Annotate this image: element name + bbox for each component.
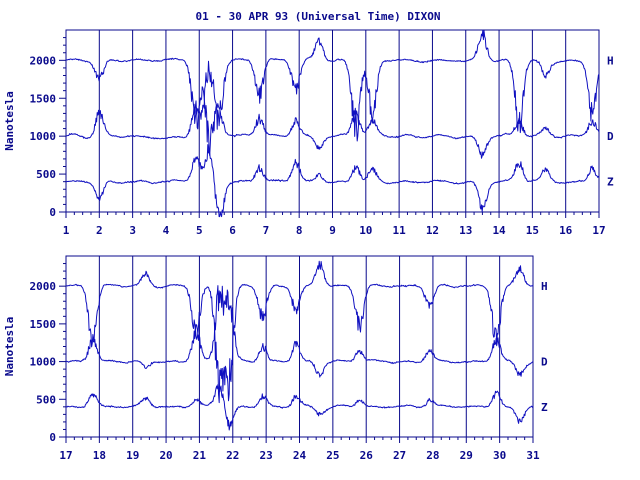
y-axis-label: Nanotesla	[3, 91, 16, 151]
x-tick-label: 31	[526, 449, 540, 462]
series-line-d	[65, 60, 600, 159]
series-label-d: D	[607, 130, 614, 143]
y-tick-label: 1000	[30, 356, 57, 369]
y-tick-label: 0	[49, 206, 56, 219]
x-tick-label: 3	[129, 224, 136, 237]
x-tick-label: 16	[559, 224, 573, 237]
panel-bottom: 17 18 19 20 21 22 23 24 25 26 27 28 29 30 31 0 500 1000 15…	[3, 255, 548, 462]
y-tick-label: 0	[49, 431, 56, 444]
x-tick-label: 30	[493, 449, 506, 462]
x-tick-label: 20	[159, 449, 172, 462]
series-line-z	[65, 384, 534, 431]
x-tick-label: 29	[460, 449, 473, 462]
series-label-z: Z	[541, 401, 548, 414]
x-tick-label: 17	[59, 449, 72, 462]
x-tick-label: 1	[63, 224, 70, 237]
chart-title: 01 - 30 APR 93 (Universal Time) DIXON	[195, 10, 440, 23]
x-tick-label: 19	[126, 449, 139, 462]
y-tick-label: 2000	[30, 54, 57, 67]
x-tick-label: 28	[426, 449, 439, 462]
y-tick-label: 500	[36, 393, 56, 406]
panel-top: 1 2 3 4 5 6 7 8 9 10 11 12 13 14 15 16 17050010001500200…	[3, 29, 614, 237]
y-tick-label: 2000	[30, 280, 57, 293]
y-tick-label: 500	[36, 168, 56, 181]
x-tick-label: 21	[193, 449, 207, 462]
series-line-d	[65, 285, 534, 378]
x-tick-label: 24	[293, 449, 307, 462]
x-tick-label: 10	[359, 224, 372, 237]
series-line-z	[65, 144, 600, 218]
x-tick-label: 22	[226, 449, 239, 462]
x-tick-label: 17	[592, 224, 605, 237]
x-tick-label: 14	[492, 224, 506, 237]
y-tick-label: 1500	[30, 318, 57, 331]
x-tick-label: 6	[229, 224, 236, 237]
series-label-d: D	[541, 356, 548, 369]
x-tick-label: 2	[96, 224, 103, 237]
x-tick-label: 23	[260, 449, 273, 462]
series-label-h: H	[541, 280, 548, 293]
x-tick-label: 7	[263, 224, 270, 237]
x-tick-label: 5	[196, 224, 203, 237]
x-tick-label: 26	[360, 449, 374, 462]
series-label-h: H	[607, 54, 614, 67]
x-tick-label: 4	[163, 224, 170, 237]
y-tick-label: 1000	[30, 130, 57, 143]
x-tick-label: 11	[393, 224, 407, 237]
x-tick-label: 13	[459, 224, 472, 237]
x-tick-label: 18	[93, 449, 106, 462]
y-axis-label: Nanotesla	[3, 317, 16, 377]
series-line-h	[66, 29, 600, 156]
y-tick-label: 1500	[30, 92, 57, 105]
series-line-h	[65, 260, 534, 404]
x-tick-label: 8	[296, 224, 303, 237]
series-label-z: Z	[607, 176, 614, 189]
x-tick-label: 27	[393, 449, 406, 462]
x-tick-label: 15	[526, 224, 539, 237]
x-tick-label: 25	[326, 449, 339, 462]
x-tick-label: 12	[426, 224, 439, 237]
x-tick-label: 9	[329, 224, 336, 237]
